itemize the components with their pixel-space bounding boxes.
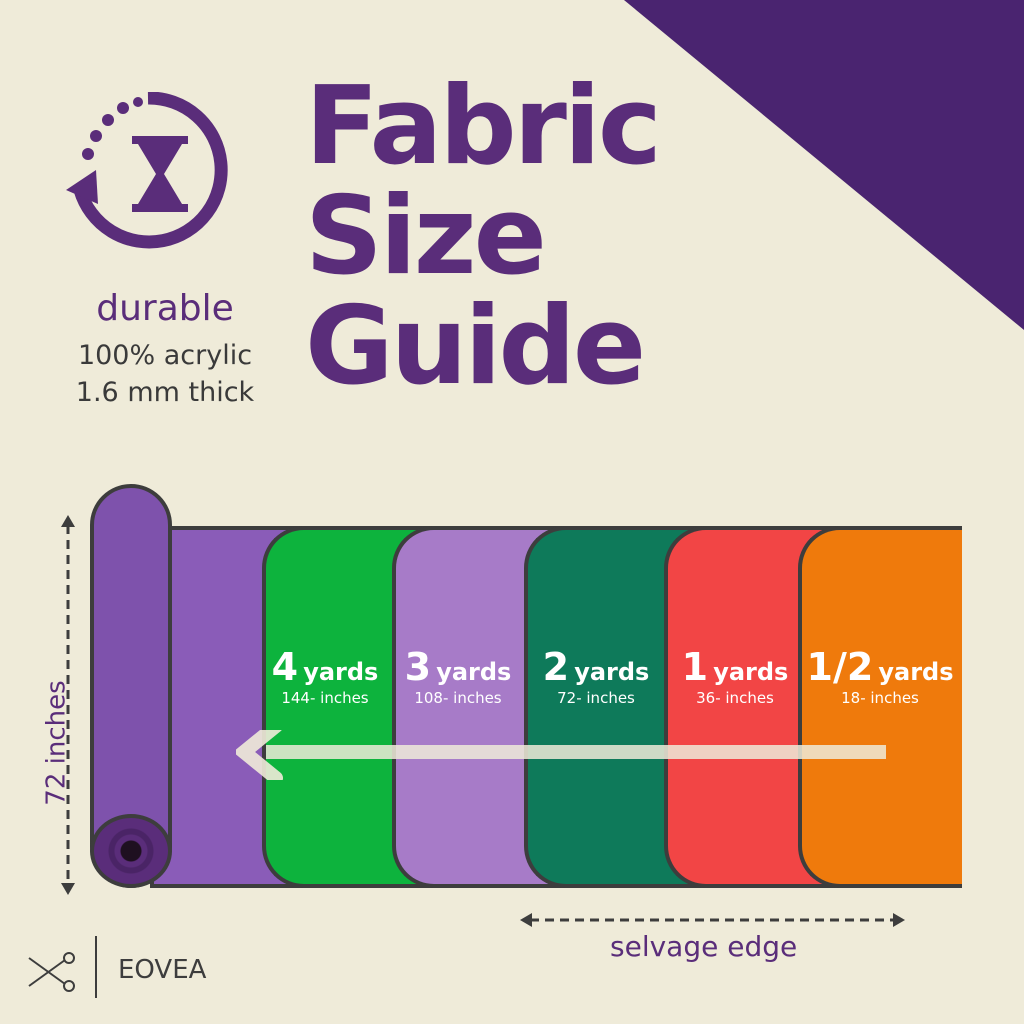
yard-unit: yards (878, 658, 954, 686)
durable-label: durable (96, 288, 234, 329)
panel-label: 2 yards 72- inches (516, 645, 676, 707)
brand-name: EOVEA (118, 955, 207, 985)
yard-count: 1/2 (806, 645, 874, 689)
page-title: Fabric Size Guide (305, 64, 662, 409)
height-dimension-arrow (61, 515, 75, 895)
fabric-panel (798, 526, 962, 888)
yard-count: 4 (271, 645, 299, 689)
yard-unit: yards (713, 658, 789, 686)
material-label: 100% acrylic (77, 340, 253, 371)
panel-label: 4 yards 144- inches (245, 645, 405, 707)
inch-length: 108- inches (414, 689, 502, 707)
yard-unit: yards (574, 658, 650, 686)
panel-label: 1/2 yards 18- inches (800, 645, 960, 707)
thickness-label: 1.6 mm thick (75, 377, 255, 408)
yard-count: 3 (404, 645, 432, 689)
panel-label: 3 yards 108- inches (378, 645, 538, 707)
yard-count: 2 (542, 645, 570, 689)
width-label: 72 inches (41, 680, 72, 806)
inch-length: 72- inches (557, 689, 635, 707)
hourglass-cycle-icon (66, 92, 228, 249)
yard-unit: yards (303, 658, 379, 686)
purple-fabric-corner (624, 0, 1024, 330)
scissors-icon (28, 952, 75, 992)
inch-length: 36- inches (696, 689, 774, 707)
brand-divider (95, 936, 97, 998)
yard-unit: yards (436, 658, 512, 686)
title-line: Fabric (305, 64, 662, 189)
selvage-label: selvage edge (610, 930, 798, 963)
inch-length: 144- inches (281, 689, 369, 707)
panel-label: 1 yards 36- inches (655, 645, 815, 707)
selvage-dimension-arrow (520, 913, 905, 927)
roll-core (90, 814, 172, 888)
title-line: Guide (305, 284, 646, 409)
direction-arrow-icon (236, 730, 886, 780)
inch-length: 18- inches (841, 689, 919, 707)
title-line: Size (305, 174, 547, 299)
yard-count: 1 (681, 645, 709, 689)
